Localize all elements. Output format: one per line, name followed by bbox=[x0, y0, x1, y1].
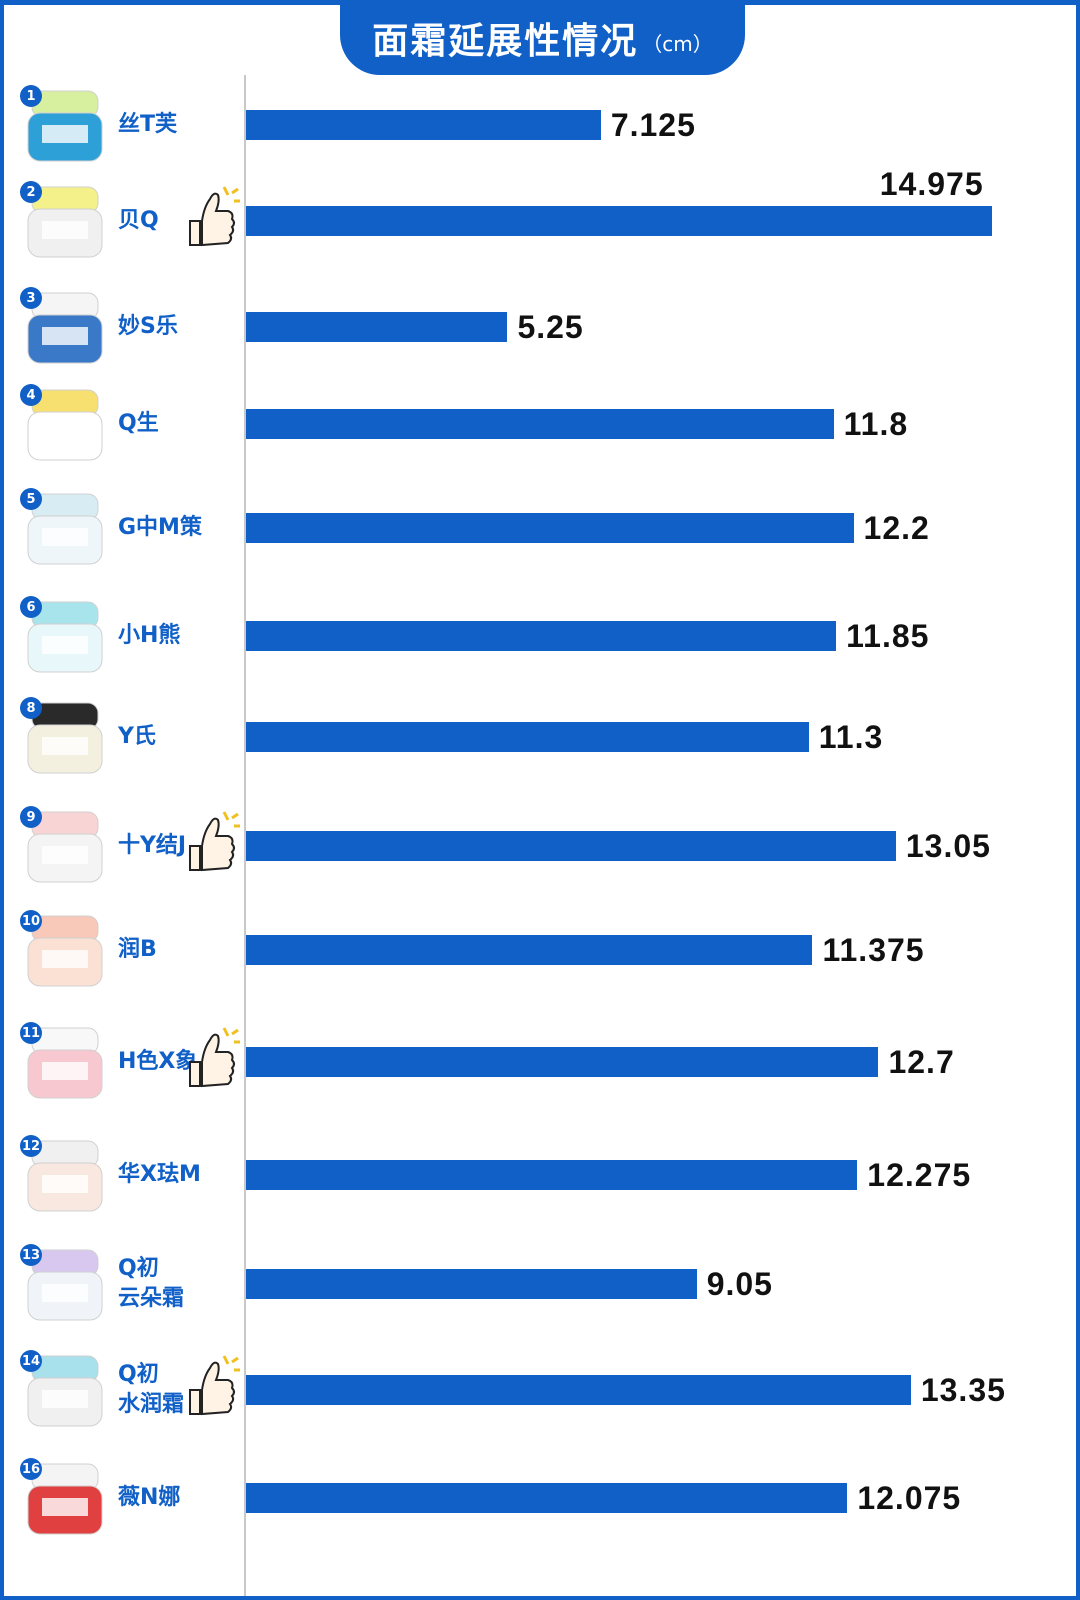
bar bbox=[246, 831, 896, 861]
bar bbox=[246, 513, 854, 543]
bar bbox=[246, 1047, 879, 1077]
category-label: 华X珐M bbox=[118, 1162, 201, 1187]
value-label: 11.85 bbox=[846, 618, 930, 654]
bar bbox=[246, 110, 601, 140]
product-image-7 bbox=[27, 702, 103, 774]
value-label: 12.275 bbox=[867, 1157, 972, 1193]
category-label: 妙S乐 bbox=[118, 314, 178, 339]
y-axis-line bbox=[244, 75, 246, 1596]
bar bbox=[246, 312, 508, 342]
rank-badge: 5 bbox=[20, 488, 42, 510]
value-label: 12.2 bbox=[863, 510, 930, 546]
rank-badge: 11 bbox=[20, 1022, 42, 1044]
rank-badge: 8 bbox=[20, 697, 42, 719]
category-label: Y氏 bbox=[118, 724, 156, 749]
rank-badge: 14 bbox=[20, 1350, 42, 1372]
product-image-11 bbox=[27, 1140, 103, 1212]
value-label: 11.8 bbox=[843, 406, 909, 442]
rank-badge: 9 bbox=[20, 806, 42, 828]
bar bbox=[246, 1375, 911, 1405]
product-image-9 bbox=[27, 915, 103, 987]
value-label: 12.075 bbox=[857, 1480, 962, 1516]
product-image-8 bbox=[27, 811, 103, 883]
category-label: Q生 bbox=[118, 411, 159, 436]
category-label: Q初 云朵霜 bbox=[118, 1256, 185, 1311]
thumbs-up-icon bbox=[189, 1027, 240, 1088]
bar bbox=[246, 206, 992, 236]
rank-badge: 6 bbox=[20, 596, 42, 618]
chart-title: 面霜延展性情况 bbox=[372, 20, 639, 62]
value-label: 11.3 bbox=[818, 719, 884, 755]
value-label: 7.125 bbox=[610, 107, 696, 143]
product-image-13 bbox=[27, 1355, 103, 1427]
category-label: Q初 水润霜 bbox=[118, 1362, 185, 1417]
category-label: 丝T芙 bbox=[118, 112, 178, 137]
title-tab: 面霜延展性情况 （cm） bbox=[340, 0, 745, 75]
category-label: G中M策 bbox=[118, 515, 202, 540]
bar bbox=[246, 621, 837, 651]
value-label: 14.975 bbox=[879, 166, 984, 202]
bar bbox=[246, 722, 809, 752]
value-label: 13.05 bbox=[905, 828, 991, 864]
bar bbox=[246, 1269, 697, 1299]
value-label: 11.375 bbox=[822, 932, 925, 968]
rank-badge: 3 bbox=[20, 287, 42, 309]
value-label: 5.25 bbox=[517, 309, 584, 345]
rank-badge: 4 bbox=[20, 384, 42, 406]
rank-badge: 12 bbox=[20, 1135, 42, 1157]
category-label: 小H熊 bbox=[118, 623, 181, 648]
bar bbox=[246, 1160, 858, 1190]
rank-badge: 13 bbox=[20, 1244, 42, 1266]
rank-badge: 10 bbox=[20, 910, 42, 932]
product-image-5 bbox=[27, 493, 103, 565]
category-label: 贝Q bbox=[118, 208, 159, 233]
category-label: H色X象 bbox=[118, 1049, 198, 1074]
chart-unit: （cm） bbox=[642, 32, 713, 56]
value-label: 12.7 bbox=[888, 1044, 955, 1080]
product-image-3 bbox=[27, 292, 103, 364]
rank-badge: 2 bbox=[20, 181, 42, 203]
category-label: 润B bbox=[118, 937, 157, 962]
bar bbox=[246, 935, 813, 965]
product-image-6 bbox=[27, 601, 103, 673]
thumbs-up-icon bbox=[189, 186, 240, 247]
thumbs-up-icon bbox=[189, 1355, 240, 1416]
bar bbox=[246, 1483, 848, 1513]
value-label: 13.35 bbox=[920, 1372, 1006, 1408]
rank-badge: 16 bbox=[20, 1458, 42, 1480]
category-label: 薇N娜 bbox=[118, 1485, 181, 1510]
category-label: 十Y结J bbox=[118, 833, 187, 858]
product-image-4 bbox=[27, 389, 103, 461]
rank-badge: 1 bbox=[20, 85, 42, 107]
product-image-12 bbox=[27, 1249, 103, 1321]
bar bbox=[246, 409, 834, 439]
value-label: 9.05 bbox=[706, 1266, 773, 1302]
product-image-2 bbox=[27, 186, 103, 258]
thumbs-up-icon bbox=[189, 811, 240, 872]
